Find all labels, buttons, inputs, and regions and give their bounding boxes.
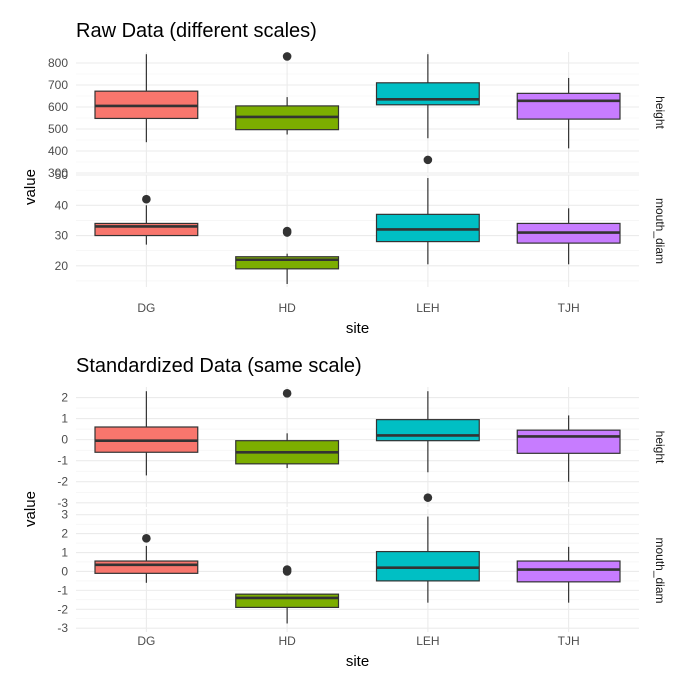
box-iqr [375,550,480,582]
box-DG [94,194,199,245]
x-tick-label: TJH [558,301,580,315]
facet-panel-mouth_diam: -3 -2 -1 0 1 2 3 mouth_diam [57,493,667,635]
y-tick-label: 20 [55,259,69,273]
box-LEH [375,54,480,139]
box-HD [235,565,340,624]
box-DG [94,54,199,143]
y-tick-label: 700 [48,78,68,92]
box-TJH [516,208,621,265]
y-tick-label: -1 [57,583,68,597]
outlier-point [282,52,292,61]
y-tick-label: 0 [61,564,68,578]
y-tick-label: 400 [48,144,68,158]
box-HD [235,389,340,469]
box-TJH [516,546,621,603]
chart-title: Standardized Data (same scale) [76,355,362,377]
facet-panel-height: 300 400 500 600 700 800 height [48,52,667,180]
outlier-point [423,493,433,502]
box-LEH [375,493,480,603]
box-TJH [516,415,621,482]
box-iqr [94,560,199,574]
outlier-point [282,226,292,236]
y-tick-label: 500 [48,122,68,136]
x-tick-label: HD [278,634,296,648]
box-TJH [516,77,621,149]
chart-2: Standardized Data (same scale) -3 -2 -1 0 1 2 h… [22,355,667,670]
y-tick-label: 300 [48,166,68,180]
y-tick-label: 40 [55,198,69,212]
y-axis-title: value [22,491,39,527]
box-HD [235,52,340,135]
box-LEH [375,391,480,473]
box-iqr [516,92,621,120]
y-tick-label: 2 [61,391,68,405]
box-iqr [516,560,621,583]
x-tick-label: LEH [416,634,439,648]
facet-panel-mouth_diam: 20 30 40 50 mouth_diam [55,155,667,287]
box-LEH [375,155,480,265]
chart-1: Raw Data (different scales) 300 400 500 600 7… [22,20,667,337]
x-axis-title: site [346,320,369,337]
x-tick-label: HD [278,301,296,315]
y-tick-label: -2 [57,602,68,616]
y-tick-label: 1 [61,412,68,426]
box-iqr [375,213,480,243]
y-tick-label: -3 [57,621,68,635]
box-HD [235,226,340,284]
facet-strip-label: mouth_diam [653,537,667,603]
y-tick-label: 50 [55,168,69,182]
y-tick-label: 30 [55,229,69,243]
y-tick-label: 2 [61,527,68,541]
facet-strip-label: height [653,96,667,129]
y-tick-label: -2 [57,475,68,489]
outlier-point [282,389,292,398]
x-tick-label: DG [137,301,155,315]
box-iqr [375,419,480,442]
facet-panel-height: -3 -2 -1 0 1 2 height [57,387,667,510]
y-tick-label: 800 [48,56,68,70]
x-tick-label: DG [137,634,155,648]
y-tick-label: 3 [61,508,68,522]
outlier-point [423,155,433,165]
x-axis-title: site [346,653,369,670]
box-DG [94,391,199,476]
outlier-point [282,565,292,574]
y-axis-title: value [22,169,39,205]
y-tick-label: -3 [57,496,68,510]
y-tick-label: 1 [61,546,68,560]
y-tick-label: 600 [48,100,68,114]
box-DG [94,534,199,583]
x-tick-label: TJH [558,634,580,648]
facet-strip-label: height [653,431,667,464]
box-iqr [516,429,621,454]
outlier-point [142,534,151,543]
outlier-point [142,194,151,204]
chart-title: Raw Data (different scales) [76,20,317,42]
box-iqr [375,82,480,106]
x-tick-label: LEH [416,301,439,315]
facet-strip-label: mouth_diam [653,198,667,264]
box-iqr [235,593,340,609]
y-tick-label: -1 [57,454,68,468]
y-tick-label: 0 [61,433,68,447]
